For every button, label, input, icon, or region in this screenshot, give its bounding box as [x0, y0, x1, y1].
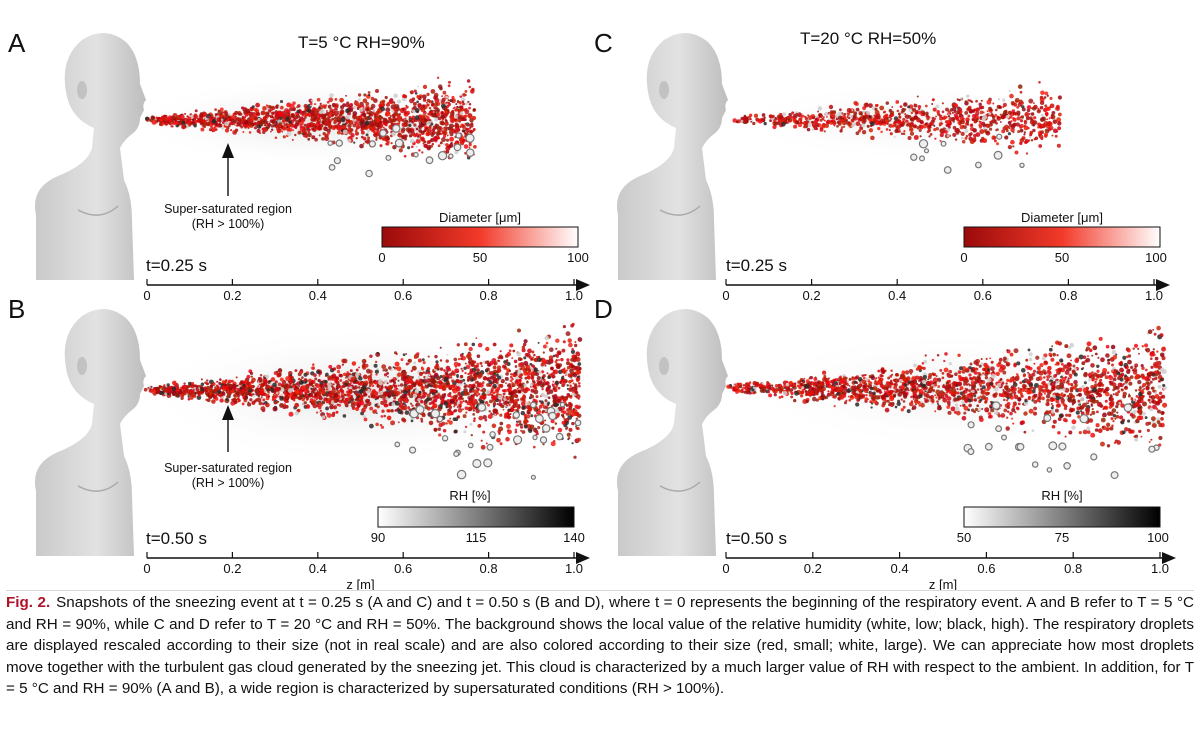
droplet-cloud [732, 81, 1062, 174]
colorbar-tick: 90 [371, 530, 385, 545]
axis-tick-label: 1.0 [565, 288, 583, 303]
axis-tick-label: 0.8 [1059, 288, 1077, 303]
axis-tick-label: 0 [143, 288, 150, 303]
axis-tick-label: 0 [143, 561, 150, 576]
z-axis: 0 0.2 0.4 0.6 0.8 1.0 [143, 279, 590, 303]
human-figure [616, 308, 728, 556]
axis-tick-label: 0.2 [803, 288, 821, 303]
axis-tick-label: 1.0 [1151, 561, 1169, 576]
colorbar-gradient [381, 226, 579, 248]
colorbar-tick: 0 [960, 250, 967, 265]
droplet-cloud [143, 322, 583, 480]
figure-caption: Fig. 2. Snapshots of the sneezing event a… [6, 592, 1194, 700]
z-axis: 0 0.2 0.4 0.6 0.8 1.0 [722, 279, 1170, 303]
axis-tick-label: 0 [722, 288, 729, 303]
human-figure [34, 308, 146, 556]
colorbar-tick: 50 [957, 530, 971, 545]
colorbar-gradient [377, 506, 575, 528]
panel-c: C T=20 °C RH=50% Diameter [μm] 0 50 100 … [594, 28, 1170, 303]
colorbar: RH [%] 90 115 140 [371, 488, 585, 545]
axis-tick-label: 0.2 [804, 561, 822, 576]
axis-tick-label: 0.8 [1064, 561, 1082, 576]
colorbar-title: Diameter [μm] [1021, 210, 1103, 225]
axis-tick-label: 0 [722, 561, 729, 576]
annotation: Super-saturated region (RH > 100%) [164, 405, 292, 490]
panel-condition: T=20 °C RH=50% [800, 29, 936, 48]
colorbar-tick: 50 [1055, 250, 1069, 265]
panel-condition: T=5 °C RH=90% [298, 33, 425, 52]
caption-text: Snapshots of the sneezing event at t = 0… [6, 594, 1194, 698]
z-axis: 0 0.2 0.4 0.6 0.8 1.0 z [m] [722, 552, 1176, 590]
human-figure [34, 32, 146, 280]
axis-tick-label: 0.2 [223, 561, 241, 576]
panel-a: A T=5 °C RH=90% Super-saturated region (… [8, 28, 590, 303]
colorbar-tick: 100 [1147, 530, 1169, 545]
axis-tick-label: 1.0 [565, 561, 583, 576]
caption-rule [6, 590, 1194, 591]
axis-tick-label: 0.4 [309, 561, 327, 576]
time-label: t=0.25 s [146, 256, 207, 275]
figure-2: A T=5 °C RH=90% Super-saturated region (… [8, 28, 1176, 590]
colorbar-tick: 0 [378, 250, 385, 265]
axis-tick-label: 0.4 [309, 288, 327, 303]
axis-tick-label: 0.6 [977, 561, 995, 576]
panel-b: B Super-saturated region (RH > 100%) RH … [8, 294, 590, 590]
axis-tick-label: 0.2 [223, 288, 241, 303]
annotation-line-1: Super-saturated region [164, 202, 292, 216]
axis-tick-label: 0.4 [888, 288, 906, 303]
axis-label: z [m] [929, 577, 957, 590]
panel-letter: C [594, 28, 613, 58]
axis-tick-label: 0.6 [394, 561, 412, 576]
colorbar-title: RH [%] [1041, 488, 1082, 503]
annotation-line-2: (RH > 100%) [192, 476, 265, 490]
axis-tick-label: 0.6 [974, 288, 992, 303]
time-label: t=0.50 s [146, 529, 207, 548]
axis-tick-label: 0.8 [480, 561, 498, 576]
time-label: t=0.25 s [726, 256, 787, 275]
colorbar-tick: 100 [1145, 250, 1167, 265]
colorbar-gradient [963, 506, 1161, 528]
colorbar-tick: 50 [473, 250, 487, 265]
colorbar-title: Diameter [μm] [439, 210, 521, 225]
colorbar: Diameter [μm] 0 50 100 [960, 210, 1166, 265]
annotation: Super-saturated region (RH > 100%) [164, 143, 292, 231]
droplet-cloud [145, 76, 477, 178]
droplet-cloud [726, 325, 1168, 480]
colorbar-title: RH [%] [449, 488, 490, 503]
axis-tick-label: 1.0 [1145, 288, 1163, 303]
colorbar-gradient [963, 226, 1161, 248]
colorbar-tick: 115 [466, 530, 487, 545]
axis-tick-label: 0.4 [891, 561, 909, 576]
colorbar: RH [%] 50 75 100 [957, 488, 1169, 545]
axis-tick-label: 0.8 [480, 288, 498, 303]
colorbar-tick: 100 [567, 250, 589, 265]
panel-letter: D [594, 294, 613, 324]
human-figure [616, 32, 728, 280]
panel-letter: A [8, 28, 26, 58]
panel-letter: B [8, 294, 25, 324]
caption-label: Fig. 2. [6, 594, 51, 611]
annotation-line-1: Super-saturated region [164, 461, 292, 475]
colorbar-tick: 75 [1055, 530, 1069, 545]
panel-d: D RH [%] 50 75 100 t=0.50 s 0 0.2 0.4 0.6 0.… [594, 294, 1176, 590]
time-label: t=0.50 s [726, 529, 787, 548]
colorbar-tick: 140 [563, 530, 585, 545]
axis-label: z [m] [346, 577, 374, 590]
axis-tick-label: 0.6 [394, 288, 412, 303]
annotation-line-2: (RH > 100%) [192, 217, 265, 231]
colorbar: Diameter [μm] 0 50 100 [378, 210, 588, 265]
z-axis: 0 0.2 0.4 0.6 0.8 1.0 z [m] [143, 552, 590, 590]
